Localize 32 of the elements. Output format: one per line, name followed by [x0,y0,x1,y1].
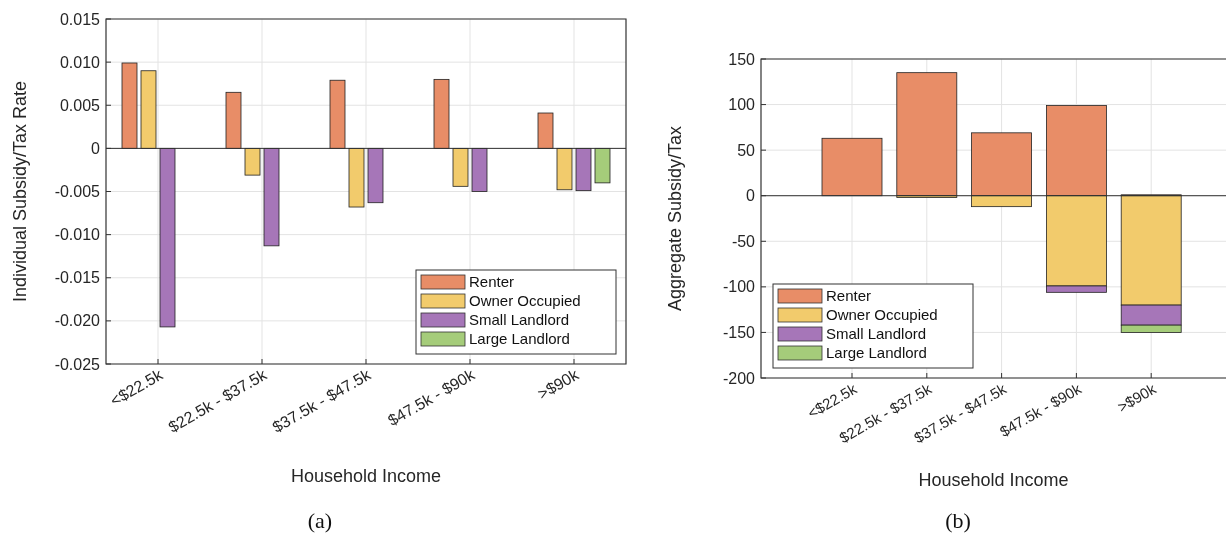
text: (b) [945,508,971,533]
legend-label: Renter [469,273,515,291]
y-tick-label: 50 [737,141,756,159]
legend-label: Owner Occupied [469,292,581,310]
y-tick-label: -0.010 [54,226,101,244]
y-tick-label: -50 [731,232,756,250]
y-tick-label: 0.010 [59,53,101,71]
y-tick-label: -0.020 [54,312,101,330]
legend-label: Large Landlord [826,344,927,362]
text: (a) [307,508,333,533]
x-axis-title: Household Income [918,470,1069,490]
y-tick-label: -150 [722,324,756,342]
x-tick-label: >$90k [534,365,583,403]
y-tick-label: 100 [728,96,756,114]
legend-label: Renter [826,287,872,305]
legend-label: Small Landlord [826,325,927,343]
legend-label: Large Landlord [469,330,570,348]
legend-label: Owner Occupied [826,306,938,324]
y-axis-title: Aggregate Subsidy/Tax [665,125,685,312]
y-tick-label: -200 [722,369,756,387]
y-tick-label: 150 [728,50,756,68]
legend-label: Small Landlord [469,311,570,329]
y-axis-title: Individual Subsidy/Tax Rate [10,80,30,303]
y-tick-label: -100 [722,278,756,296]
y-tick-label: -0.015 [54,269,101,287]
y-tick-label: -0.005 [54,183,101,201]
y-tick-label: -0.025 [54,355,101,373]
y-tick-label: 0.005 [59,96,101,114]
x-axis-title: Household Income [290,466,442,486]
y-tick-label: 0 [91,139,101,157]
y-tick-label: 0 [746,187,756,205]
y-tick-label: 0.015 [59,10,101,28]
